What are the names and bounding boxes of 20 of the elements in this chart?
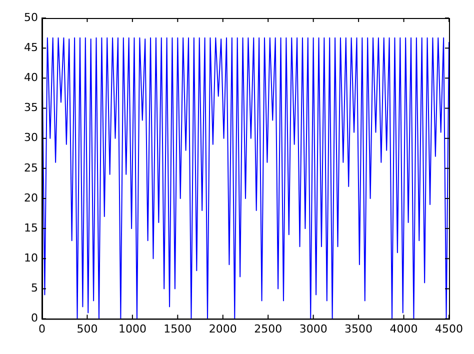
y-tick-label: 15: [24, 221, 38, 234]
y-tick-label: 25: [24, 161, 38, 174]
x-tick-label: 4500: [435, 322, 463, 336]
x-tick-label: 500: [76, 322, 98, 336]
y-tick-label: 0: [30, 312, 38, 325]
x-tick-label: 2000: [208, 322, 237, 336]
y-tick-label: 50: [24, 10, 38, 24]
x-tick-label: 3000: [299, 322, 328, 336]
x-tick-label: 1500: [164, 322, 192, 336]
y-tick-label: 45: [24, 40, 38, 54]
y-tick-label: 5: [30, 282, 38, 295]
x-tick-label: 1000: [118, 322, 146, 336]
y-tick-label: 20: [24, 191, 38, 204]
x-tick-label: 2500: [254, 322, 282, 336]
y-tick-label: 10: [24, 252, 38, 264]
x-tick-label: 4000: [390, 322, 418, 336]
y-tick-label: 30: [24, 131, 38, 144]
y-tick-label: 40: [24, 71, 38, 84]
x-tick-label: 3500: [344, 322, 373, 336]
y-tick-label: 35: [24, 101, 38, 114]
